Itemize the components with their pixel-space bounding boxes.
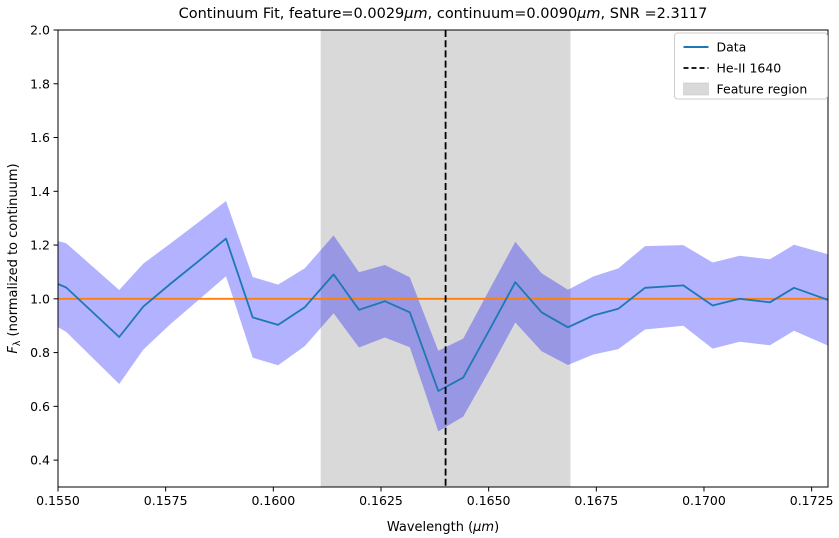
legend-label: Data (717, 40, 747, 55)
y-tick-label: 0.6 (30, 399, 50, 414)
x-tick-label: 0.1600 (251, 493, 295, 508)
x-tick-label: 0.1700 (682, 493, 726, 508)
y-tick-label: 0.8 (30, 345, 50, 360)
y-tick-label: 0.4 (30, 453, 50, 468)
legend: Data He-II 1640 Feature region (674, 32, 828, 100)
chart-title: Continuum Fit, feature=0.0029μm, continu… (179, 6, 708, 22)
x-tick-label: 0.1725 (790, 493, 834, 508)
x-tick-label: 0.1650 (467, 493, 511, 508)
x-tick-label: 0.1675 (574, 493, 618, 508)
x-tick-label: 0.1625 (359, 493, 403, 508)
legend-item-feature-region: Feature region (683, 82, 808, 97)
x-axis-label: Wavelength (μm) (387, 520, 499, 535)
legend-patch-sample (683, 82, 709, 96)
legend-box (674, 32, 828, 100)
axes-frame (57, 29, 829, 488)
x-tick-label: 0.1575 (144, 493, 188, 508)
data-line (58, 237, 828, 392)
y-tick-label: 1.0 (30, 291, 50, 306)
y-tick-label: 1.8 (30, 76, 50, 91)
legend-item-data: Data (683, 40, 747, 55)
plot-layer (58, 30, 828, 487)
legend-label: Feature region (717, 82, 808, 97)
x-tick-label: 0.1550 (36, 493, 80, 508)
y-tick-label: 1.6 (30, 130, 50, 145)
uncertainty-band (58, 201, 828, 432)
plot-area (58, 30, 828, 487)
y-tick-label: 1.2 (30, 238, 50, 253)
y-axis-label: Fλ (normalized to continuum) (6, 163, 23, 353)
y-tick-label: 1.4 (30, 184, 50, 199)
legend-label: He-II 1640 (717, 61, 782, 76)
legend-item-he-ii-1640: He-II 1640 (683, 61, 782, 76)
y-tick-label: 2.0 (30, 23, 50, 38)
